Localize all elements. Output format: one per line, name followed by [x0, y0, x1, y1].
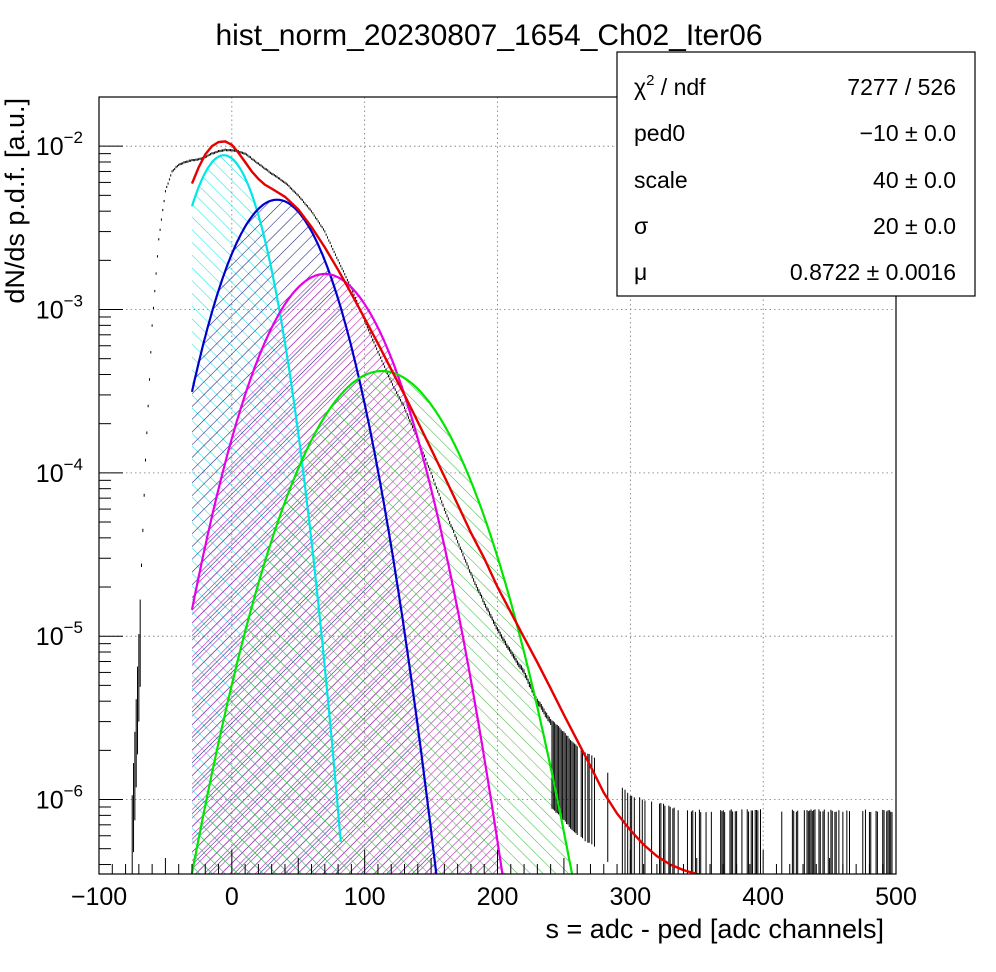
y-tick-label: 10−2	[36, 128, 83, 161]
chart-title: hist_norm_20230807_1654_Ch02_Iter06	[215, 19, 762, 52]
stats-label: scale	[634, 167, 688, 193]
x-tick-label: 0	[225, 883, 239, 911]
total-fit-curve	[190, 140, 705, 874]
component-curve-n=2	[190, 272, 504, 874]
y-tick-label: 10−5	[36, 618, 83, 651]
stats-box-frame	[616, 51, 976, 297]
component-fill-n=3	[192, 371, 586, 874]
stats-label: ped0	[634, 120, 685, 146]
component-curve-n=3	[190, 369, 574, 874]
axis-ticks: −100 0 100 200 300 400 500 10−2 10−3 10−4 10−5 10−6	[36, 96, 917, 911]
y-tick-label: 10−4	[36, 455, 83, 488]
stats-value: −10 ± 0.0	[860, 120, 956, 146]
stats-value: 7277 / 526	[847, 74, 956, 100]
component-fills	[192, 155, 586, 874]
x-tick-label: −100	[71, 883, 127, 911]
stats-value: 0.8722 ± 0.0016	[790, 259, 956, 285]
stats-label: σ	[634, 213, 648, 239]
component-curve-n=0	[190, 154, 342, 842]
fit-curves	[190, 140, 705, 874]
x-tick-label: 500	[875, 883, 917, 911]
component-curve-n=1	[190, 198, 438, 874]
y-axis-label: dN/ds p.d.f. [a.u.]	[0, 98, 30, 304]
x-tick-label: 400	[742, 883, 784, 911]
x-tick-label: 300	[609, 883, 651, 911]
y-tick-label: 10−3	[36, 292, 83, 325]
y-tick-label: 10−6	[36, 782, 83, 815]
x-tick-label: 100	[344, 883, 386, 911]
x-axis-label: s = adc - ped [adc channels]	[546, 914, 884, 944]
stats-label: χ2 / ndf	[634, 72, 706, 100]
stats-value: 40 ± 0.0	[873, 167, 956, 193]
x-tick-label: 200	[477, 883, 519, 911]
stats-value: 20 ± 0.0	[873, 213, 956, 239]
stats-label: μ	[634, 259, 647, 285]
stats-box: χ2 / ndf 7277 / 526 ped0 −10 ± 0.0 scale 40 ±…	[616, 51, 976, 297]
